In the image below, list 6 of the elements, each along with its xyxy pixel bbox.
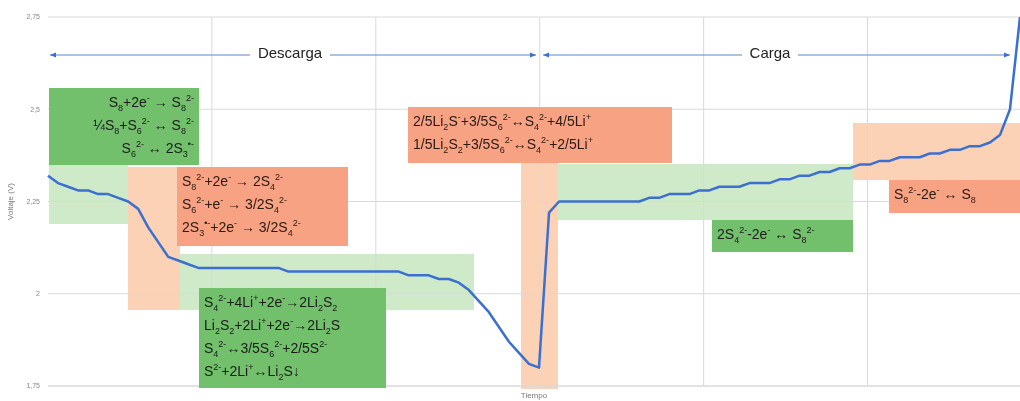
text: 2/5Li$_{2}$S$^{-}$+3/5S$_{6}$$^{2-}$↔S$_{4}$$^{2-}$+4/5Li$^{+}$ 1/5Li$_{2}$S$_{2}$+3/5S$_{6}$$^{2-}$↔S$_{4}$$^{2-}$+2/5Li$^{+}$ [413,112,593,155]
annotation: Descarga [249,44,331,61]
annotation: Carga [741,44,799,61]
text: S$_{4}$$^{2-}$+4Li$^{+}$+2e$^{-}$→2Li$_{2}$S$_{2}$ Li$_{2}$S$_{2}$+2Li$^{+}$+2e$^{-}$→2Li$_{2}$S S$_{4}$$^{2-}$↔3/5S$_{6}$$^{2-}$+2/5S$^{2-}$ S$^{2-}$+2Li$^{+}$↔Li$_{2}$S↓ [204,293,341,382]
x-axis-title: Tiempo [520,391,548,400]
y-axis-title: Voltaje (V) [5,182,15,220]
